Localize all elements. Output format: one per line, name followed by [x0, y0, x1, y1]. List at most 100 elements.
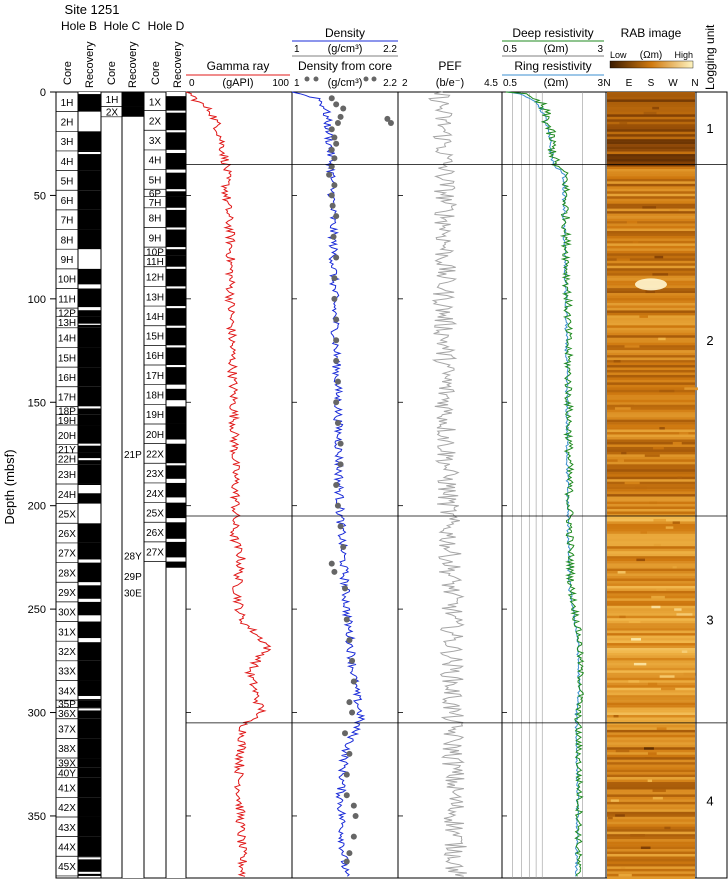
- rab-band: [607, 603, 695, 607]
- rab-speckle: [624, 345, 640, 348]
- rab-band: [607, 690, 695, 693]
- rab-band: [607, 876, 695, 879]
- core-density-point: [337, 113, 344, 120]
- rab-speckle: [640, 846, 651, 850]
- rab-band: [607, 801, 695, 805]
- rab-band: [607, 739, 695, 743]
- rab-band: [607, 494, 695, 497]
- rab-high: High: [674, 50, 693, 60]
- core-density-legend-point: [313, 76, 319, 82]
- rab-band: [607, 786, 695, 790]
- rab-band: [607, 141, 695, 145]
- core-label: 2H: [61, 117, 74, 128]
- rab-band: [607, 335, 695, 339]
- hole-b-core-header: Core: [62, 61, 74, 85]
- core-label: 12H: [146, 273, 164, 284]
- core-density-point: [387, 120, 394, 127]
- rab-band: [607, 685, 695, 689]
- rab-band: [607, 188, 695, 192]
- rab-band: [607, 322, 695, 326]
- rab-band: [607, 836, 695, 840]
- rab-band: [607, 650, 695, 654]
- rab-band: [607, 374, 695, 378]
- rab-speckle: [619, 121, 628, 125]
- core-density-point: [329, 202, 336, 209]
- rab-band: [607, 618, 695, 621]
- recovery-bar: [78, 444, 101, 453]
- rab-band: [607, 764, 695, 768]
- core-label: 10H: [58, 275, 76, 286]
- recovery-bar: [78, 464, 101, 484]
- rab-band: [607, 610, 695, 614]
- recovery-gap: [166, 247, 186, 250]
- rab-speckle: [683, 672, 696, 676]
- rab-band: [607, 734, 695, 738]
- rab-speckle: [621, 451, 627, 455]
- rab-band: [607, 623, 695, 626]
- rab-band: [607, 873, 695, 877]
- recovery-bar: [78, 131, 101, 151]
- rab-speckle: [651, 595, 665, 599]
- rab-speckle: [647, 682, 658, 686]
- rab-band: [607, 774, 695, 778]
- rab-speckle: [672, 566, 677, 569]
- rab-speckle: [652, 273, 669, 276]
- rab-band: [607, 705, 695, 708]
- rab-band: [607, 230, 695, 234]
- y-tick-label: 150: [28, 397, 46, 409]
- rab-band: [607, 769, 695, 773]
- recovery-bar: [78, 758, 101, 768]
- rab-band: [607, 422, 695, 425]
- density-frame: [291, 91, 399, 879]
- rab-speckle: [661, 687, 676, 691]
- rab-band: [607, 340, 695, 343]
- recovery-bar: [122, 92, 144, 107]
- rab-band: [607, 777, 695, 780]
- core-density-xmax: 2.2: [383, 78, 397, 89]
- rab-band: [607, 382, 695, 386]
- rab-band: [607, 767, 695, 770]
- recovery-bar: [166, 345, 186, 366]
- pef-xmax: 4.5: [484, 78, 498, 89]
- core-label: 13H: [146, 292, 164, 303]
- core-label: 22X: [146, 449, 164, 460]
- rab-band: [607, 670, 695, 674]
- ring-resistivity-unit: (Ωm): [544, 77, 569, 89]
- deep-resistivity-xmin: 0.5: [503, 44, 517, 55]
- rab-band: [607, 727, 695, 731]
- rab-speckle: [674, 608, 682, 612]
- rab-bright-feature: [635, 278, 667, 291]
- core-density-point: [328, 163, 335, 170]
- rab-band: [607, 846, 695, 850]
- core-label: 28X: [58, 568, 76, 579]
- rab-band: [607, 702, 695, 706]
- rab-band: [607, 590, 695, 594]
- rab-band: [607, 397, 695, 401]
- core-density-legend-points: [304, 76, 377, 82]
- core-label: 26X: [146, 528, 164, 539]
- recovery-gap: [166, 266, 186, 269]
- rab-band: [607, 320, 695, 324]
- recovery-bar: [78, 738, 101, 759]
- core-label: 25X: [146, 508, 164, 519]
- rab-image: [607, 92, 698, 879]
- core-label: 4H: [61, 157, 74, 168]
- rab-band: [607, 221, 695, 224]
- rab-band: [607, 183, 695, 187]
- rab-band: [607, 176, 695, 180]
- rab-band: [607, 101, 695, 105]
- rab-band: [607, 563, 695, 567]
- rab-band: [607, 347, 695, 351]
- rab-band: [607, 481, 695, 485]
- core-label: 31X: [58, 627, 76, 638]
- unit-frame: [695, 91, 728, 879]
- rab-band: [607, 419, 695, 423]
- rab-band: [607, 585, 695, 589]
- rab-band: [607, 531, 695, 535]
- rab-band: [607, 645, 695, 649]
- rab-band: [607, 811, 695, 815]
- rab-band: [607, 819, 695, 823]
- rab-band: [607, 350, 695, 353]
- rab-band: [607, 243, 695, 247]
- recovery-bar: [78, 816, 101, 837]
